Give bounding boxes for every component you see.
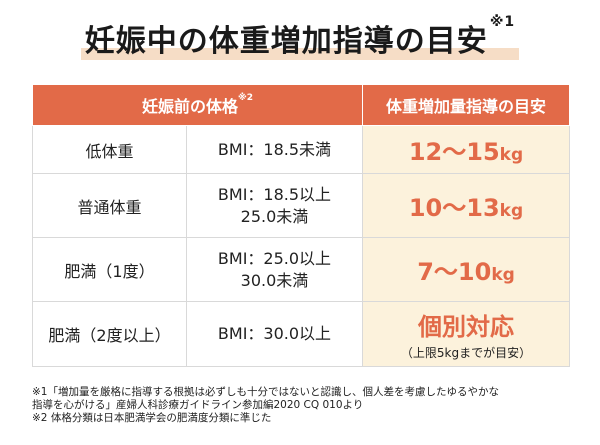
bmi-line: BMI：18.5未満 [217,139,332,159]
target-cell: 12〜15kg [362,125,570,174]
header-body-type: 妊娠前の体格※2 [32,84,363,126]
footnote-line: 指導を心がける」産婦人科診療ガイドライン参加編2020 CQ 010より [32,399,364,411]
table-row: 肥満（1度） BMI：25.0以上 30.0未満 7〜10kg [32,237,570,302]
title-area: 妊娠中の体重増加指導の目安※1 [0,14,600,60]
weight-gain-table: 妊娠前の体格※2 体重増加量指導の目安 低体重 BMI：18.5未満 12〜15… [32,84,570,367]
target-value: 個別対応 [418,313,514,341]
title-text: 妊娠中の体重増加指導の目安 [84,24,488,59]
header-footnote-mark: ※2 [238,93,254,103]
footnotes: ※1「増加量を厳格に指導する根拠は必ずしも十分ではないと認識し、個人差を考慮した… [32,386,577,425]
target-value: 7〜10 [417,258,492,286]
page-title: 妊娠中の体重増加指導の目安※1 [80,14,520,60]
target-cell: 10〜13kg [362,173,570,238]
table-header-row: 妊娠前の体格※2 体重増加量指導の目安 [32,84,570,126]
header-body-type-label: 妊娠前の体格 [141,97,238,116]
target-unit: kg [499,145,524,165]
bmi-line: 30.0未満 [240,270,309,290]
bmi-cell: BMI：18.5以上 25.0未満 [186,173,363,238]
bmi-cell: BMI：18.5未満 [186,125,363,174]
title-highlight [80,48,520,60]
table-row: 普通体重 BMI：18.5以上 25.0未満 10〜13kg [32,173,570,238]
header-target: 体重増加量指導の目安 [362,84,570,126]
target-value: 10〜13 [408,194,500,222]
target-cell: 7〜10kg [362,237,570,302]
table-row: 肥満（2度以上） BMI：30.0以上 個別対応 （上限5kgまでが目安） [32,301,570,367]
category-cell: 普通体重 [32,173,187,238]
bmi-line: BMI：30.0以上 [217,324,332,343]
bmi-line: BMI：25.0以上 [217,248,332,268]
bmi-line: 25.0未満 [240,206,309,226]
target-value: 12〜15 [408,138,500,166]
bmi-line: BMI：18.5以上 [217,184,332,204]
bmi-cell: BMI：30.0以上 [186,301,363,367]
footnote-line: ※1「増加量を厳格に指導する根拠は必ずしも十分ではないと認識し、個人差を考慮した… [32,386,499,398]
bmi-cell: BMI：25.0以上 30.0未満 [186,237,363,302]
category-cell: 肥満（2度以上） [32,301,187,367]
target-unit: kg [499,201,524,221]
footnote-line: ※2 体格分類は日本肥満学会の肥満度分類に準じた [32,412,272,424]
table-row: 低体重 BMI：18.5未満 12〜15kg [32,125,570,174]
target-cell: 個別対応 （上限5kgまでが目安） [362,301,570,367]
category-cell: 低体重 [32,125,187,174]
target-unit: kg [491,265,515,285]
target-note: （上限5kgまでが目安） [400,346,532,360]
title-footnote-mark: ※1 [489,14,516,30]
category-cell: 肥満（1度） [32,237,187,302]
